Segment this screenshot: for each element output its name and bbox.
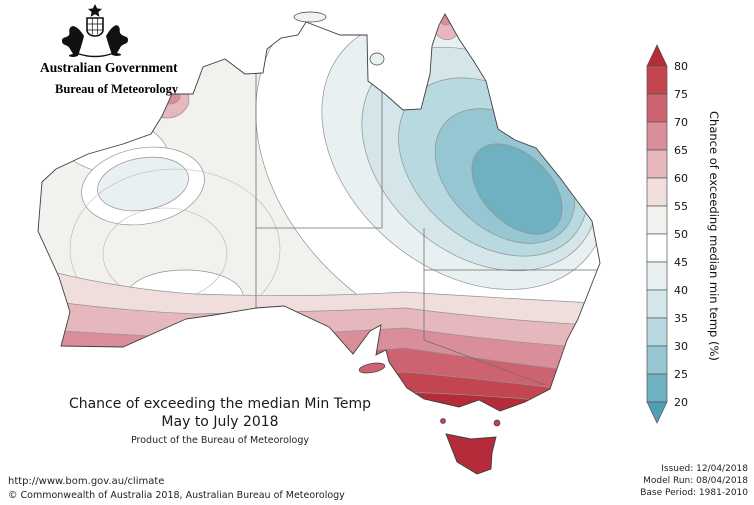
- map-title-block: Chance of exceeding the median Min Temp …: [45, 396, 395, 446]
- island-groote: [369, 52, 385, 66]
- island-king: [440, 418, 446, 424]
- legend-arrow-down-icon: [646, 401, 668, 424]
- legend-cell: [646, 121, 668, 151]
- mainland-coastline: [37, 13, 601, 412]
- legend-cell: [646, 289, 668, 319]
- island-kangaroo: [358, 362, 386, 374]
- footer-left: http://www.bom.gov.au/climate © Commonwe…: [8, 476, 345, 501]
- tasmania-coastline: [445, 433, 497, 475]
- warm-pocket-kimberley-core: [159, 87, 181, 105]
- island-melville: [293, 11, 327, 23]
- legend-cell: [646, 93, 668, 123]
- legend-cell: [646, 373, 668, 403]
- legend-tick-label: 80: [674, 60, 688, 73]
- legend-cell: [646, 65, 668, 95]
- legend: 80 75 70 65 60 55 50 45 40 35 30 25 20: [645, 44, 703, 428]
- legend-tick-label: 25: [674, 368, 688, 381]
- legend-tick-label: 20: [674, 396, 688, 409]
- legend-tick-label: 55: [674, 200, 688, 213]
- legend-tick-label: 45: [674, 256, 688, 269]
- legend-arrow-up-icon: [646, 44, 668, 67]
- bom-url-link[interactable]: http://www.bom.gov.au/climate: [8, 476, 165, 487]
- legend-tick-label: 30: [674, 340, 688, 353]
- legend-cell: [646, 149, 668, 179]
- footer-right: Issued: 12/04/2018 Model Run: 08/04/2018…: [640, 463, 748, 499]
- legend-cell: [646, 345, 668, 375]
- legend-tick-label: 75: [674, 88, 688, 101]
- legend-tick-label: 70: [674, 116, 688, 129]
- issued-date: Issued: 12/04/2018: [661, 464, 748, 474]
- legend-cell: [646, 233, 668, 263]
- model-run-date: Model Run: 08/04/2018: [643, 476, 748, 486]
- warm-pocket-kimberley: [144, 79, 190, 119]
- legend-cell: [646, 177, 668, 207]
- legend-cell: [646, 317, 668, 347]
- map-title-line1: Chance of exceeding the median Min Temp: [68, 396, 372, 412]
- legend-colorbar: 80 75 70 65 60 55 50 45 40 35 30 25 20: [646, 44, 688, 424]
- header: Australian Government Bureau of Meteorol…: [40, 2, 260, 97]
- map-title-line2: May to July 2018: [161, 414, 279, 430]
- legend-tick-label: 35: [674, 312, 688, 325]
- bureau-title: Bureau of Meteorology: [55, 82, 179, 96]
- state-borders: [255, 68, 599, 386]
- legend-tick-label: 40: [674, 284, 688, 297]
- map-subtitle: Product of the Bureau of Meteorology: [130, 435, 310, 446]
- band-20-25: [471, 143, 563, 235]
- legend-cell: [646, 205, 668, 235]
- government-title: Australian Government: [40, 60, 178, 75]
- legend-tick-label: 60: [674, 172, 688, 185]
- copyright-text: © Commonwealth of Australia 2018, Austra…: [8, 490, 345, 501]
- legend-axis-label: Chance of exceeding median min temp (%): [706, 111, 721, 361]
- map-canvas: [37, 11, 601, 475]
- legend-tick-label: 50: [674, 228, 688, 241]
- base-period: Base Period: 1981-2010: [640, 488, 748, 498]
- australia-map: [25, 4, 625, 484]
- legend-tick-label: 65: [674, 144, 688, 157]
- island-flinders: [493, 419, 501, 427]
- legend-cell: [646, 261, 668, 291]
- coat-of-arms-icon: [62, 4, 128, 58]
